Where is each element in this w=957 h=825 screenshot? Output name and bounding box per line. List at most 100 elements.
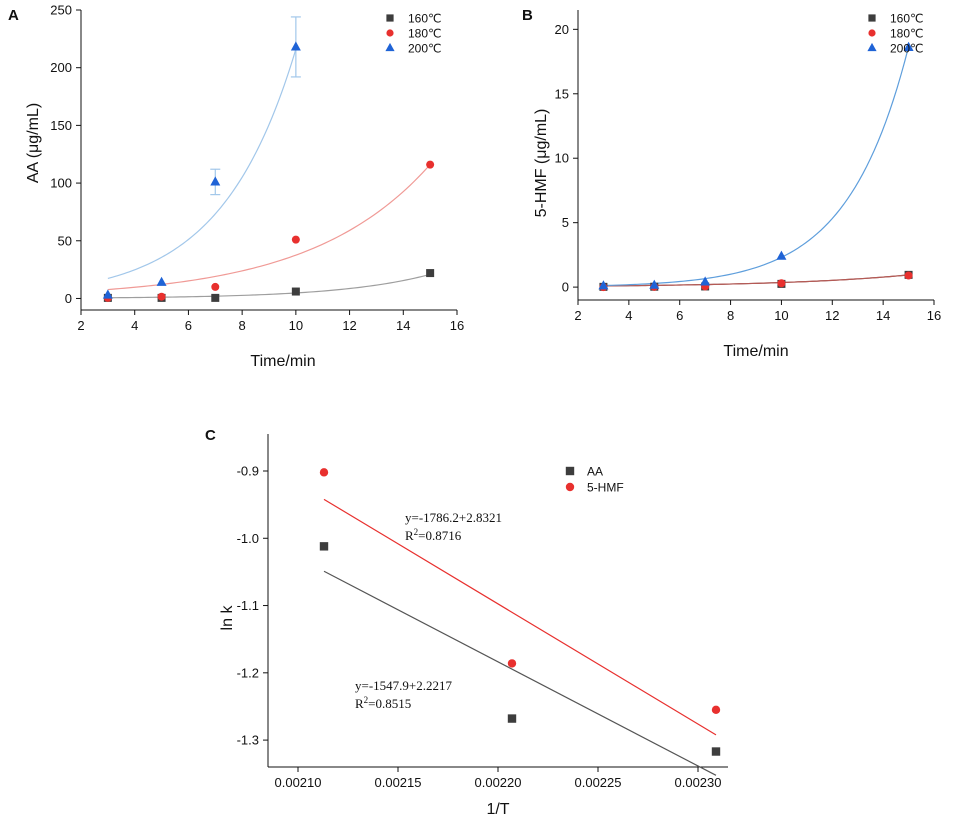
panel-b: B Time/min 5-HMF (μg/mL) [522,7,789,360]
x-tick-label: 0.00225 [575,775,622,790]
data-point-AA [711,747,721,756]
data-point-160℃ [426,269,435,278]
data-point-160℃ [211,293,220,302]
panel-a: A Time/min AA (μg/mL) [8,7,316,370]
x-tick-label: 8 [727,308,734,323]
y-tick-label: 15 [555,86,569,101]
y-tick-label: 50 [58,233,72,248]
r-squared: R2=0.8515 [355,695,411,711]
legend-marker-160℃ [386,14,394,22]
x-tick-label: 8 [239,318,246,333]
data-point-160℃ [291,287,300,296]
x-tick-label: 16 [450,318,464,333]
x-tick-label: 0.00210 [275,775,322,790]
legend-label: 200℃ [408,42,442,56]
legend-label: 180℃ [408,27,442,41]
legend-marker-AA [565,466,575,476]
panel-b-xlabel: Time/min [723,343,788,360]
fit-line-180℃ [107,164,431,291]
x-tick-label: 14 [876,308,890,323]
y-tick-label: 250 [50,3,72,18]
legend-marker-200℃ [385,42,395,52]
y-tick-label: -1.2 [237,665,259,680]
chart-c: 0.00210 0.00215 0.00220 0.00225 0.00230 -0.9 -… [237,434,728,790]
data-point-200℃ [598,280,609,290]
fit-equation: y=-1786.2+2.8321 [405,510,502,525]
data-point-AA [319,542,329,551]
x-tick-label: 10 [289,318,303,333]
panel-b-ylabel: 5-HMF (μg/mL) [533,109,550,218]
legend-marker-160℃ [868,14,876,22]
x-tick-label: 2 [77,318,84,333]
x-tick-label: 4 [625,308,632,323]
x-tick-label: 14 [396,318,410,333]
fit-line-200℃ [603,46,910,287]
legend-label: 160℃ [890,12,924,26]
data-point-180℃ [211,282,220,291]
data-point-200℃ [903,41,914,51]
x-tick-label: 12 [825,308,839,323]
x-tick-label: 10 [774,308,788,323]
x-tick-label: 0.00220 [475,775,522,790]
data-point-5-HMF [319,468,329,477]
data-point-180℃ [157,292,166,301]
data-point-180℃ [291,235,300,244]
data-point-5-HMF [711,705,721,715]
panel-a-ylabel: AA (μg/mL) [25,103,42,183]
legend-label: 160℃ [408,12,442,26]
data-point-200℃ [156,276,167,286]
panel-c: C 1/T ln k [205,427,510,818]
data-point-180℃ [426,160,435,169]
y-tick-label: 5 [562,215,569,230]
x-tick-label: 12 [342,318,356,333]
x-tick-label: 6 [676,308,683,323]
panel-a-letter: A [8,7,19,24]
r-squared: R2=0.8716 [405,527,462,543]
fit-line-200℃ [107,48,297,280]
fit-line-160℃ [107,273,431,299]
y-tick-label: 100 [50,176,72,191]
legend-marker-180℃ [386,29,394,37]
data-point-5-HMF [507,659,517,668]
x-tick-label: 16 [927,308,941,323]
y-tick-label: 10 [555,151,569,166]
legend-marker-180℃ [868,29,876,37]
y-tick-label: -0.9 [237,464,259,479]
x-tick-label: 0.00215 [375,775,422,790]
x-tick-label: 4 [131,318,138,333]
panel-c-xlabel: 1/T [486,801,509,818]
data-point-200℃ [700,276,711,286]
data-point-200℃ [649,279,660,289]
data-point-180℃ [904,271,913,280]
y-tick-label: -1.3 [237,733,259,748]
x-tick-label: 0.00230 [675,775,722,790]
y-tick-label: 150 [50,118,72,133]
data-point-200℃ [210,176,221,186]
data-point-200℃ [776,250,787,260]
y-tick-label: 200 [50,60,72,75]
panel-b-letter: B [522,7,533,24]
legend-label: 200℃ [890,42,924,56]
y-tick-label: 0 [562,280,569,295]
panel-c-ylabel: ln k [219,605,236,631]
legend-label: 180℃ [890,27,924,41]
y-tick-label: -1.1 [237,598,259,613]
data-point-180℃ [777,279,786,288]
y-tick-label: 0 [65,291,72,306]
panel-a-xlabel: Time/min [250,353,315,370]
fit-equation: y=-1547.9+2.2217 [355,678,452,693]
panel-c-letter: C [205,427,216,444]
x-tick-label: 2 [574,308,581,323]
data-point-200℃ [290,41,301,51]
data-point-AA [507,714,517,723]
y-tick-label: 20 [555,22,569,37]
y-tick-label: -1.0 [237,531,259,546]
legend-marker-200℃ [867,42,877,52]
fit-line-AA [323,570,717,776]
legend-label: 5-HMF [587,481,624,495]
x-tick-label: 6 [185,318,192,333]
legend-marker-5-HMF [565,482,575,492]
